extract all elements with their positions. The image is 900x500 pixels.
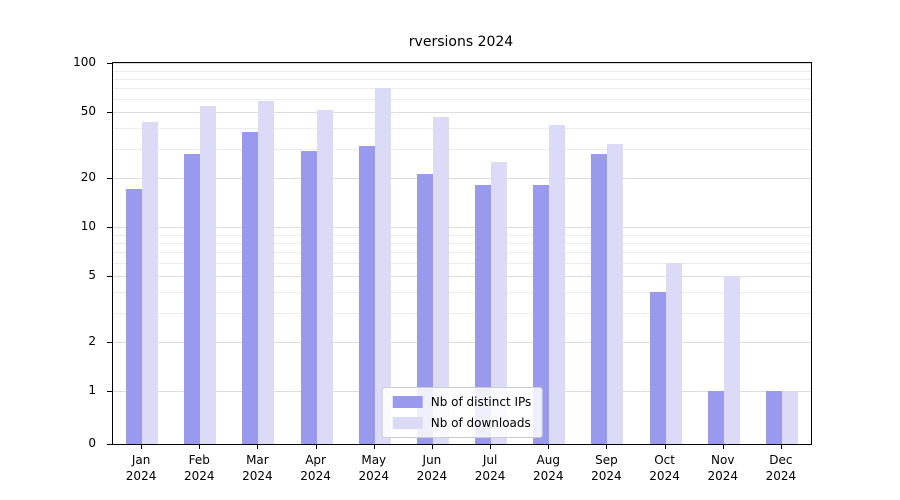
y-tick-mark [107, 177, 112, 179]
legend-swatch-downloads [392, 417, 423, 429]
x-tick-mark [606, 444, 608, 449]
legend-item-distinct-ips: Nb of distinct IPs [392, 395, 532, 409]
y-tick-label: 100 [73, 55, 96, 70]
x-tick-mark [548, 444, 550, 449]
bar-may-series1 [374, 88, 391, 444]
gridline [113, 292, 811, 294]
bar-jan-series0 [126, 189, 143, 444]
gridline [113, 227, 811, 229]
x-tick-label: Jan 2024 [125, 453, 157, 483]
bar-sep-series0 [591, 153, 608, 444]
y-tick-mark [107, 391, 112, 393]
x-tick-label: Dec 2024 [765, 453, 797, 483]
x-tick-mark [141, 444, 143, 449]
x-tick-mark [315, 444, 317, 449]
bar-aug-series1 [549, 124, 566, 444]
gridline [113, 63, 811, 65]
y-tick-mark [107, 341, 112, 343]
bar-nov-series0 [707, 391, 724, 444]
bar-jan-series1 [142, 121, 159, 444]
x-tick-mark [257, 444, 259, 449]
bar-jun-series0 [416, 174, 433, 444]
y-tick-mark [107, 276, 112, 278]
x-tick-label: Feb 2024 [183, 453, 215, 483]
legend-item-downloads: Nb of downloads [392, 416, 532, 430]
bar-apr-series0 [300, 151, 317, 444]
bar-jul-series1 [491, 161, 508, 444]
y-tick-label: 1 [88, 383, 96, 398]
x-tick-mark [780, 444, 782, 449]
gridline [113, 177, 811, 179]
bar-mar-series0 [242, 131, 259, 444]
bar-mar-series1 [258, 100, 275, 444]
gridline [113, 276, 811, 278]
gridline [113, 263, 811, 265]
bar-jul-series0 [475, 185, 492, 444]
y-tick-label: 5 [88, 268, 96, 283]
gridline [113, 252, 811, 254]
x-tick-label: Oct 2024 [649, 453, 680, 483]
y-tick-label: 10 [80, 219, 96, 234]
legend-swatch-distinct-ips [392, 396, 423, 408]
x-tick-label: Apr 2024 [300, 453, 331, 483]
gridline [113, 341, 811, 343]
gridline [113, 112, 811, 114]
bar-aug-series0 [533, 185, 550, 444]
gridline [113, 78, 811, 80]
gridline [113, 242, 811, 244]
plot-area: Nb of distinct IPs Nb of downloads [112, 62, 812, 445]
x-tick-mark [373, 444, 375, 449]
x-tick-label: Mar 2024 [242, 453, 273, 483]
gridline [113, 234, 811, 236]
y-tick-mark [107, 227, 112, 229]
x-tick-mark [722, 444, 724, 449]
gridline [113, 70, 811, 72]
y-tick-mark [107, 112, 112, 114]
x-tick-mark [199, 444, 201, 449]
legend-label-downloads: Nb of downloads [430, 416, 531, 430]
bar-dec-series1 [781, 391, 798, 444]
legend-label-distinct-ips: Nb of distinct IPs [430, 395, 532, 409]
y-tick-mark [107, 444, 112, 445]
bar-oct-series0 [649, 292, 666, 444]
chart-title: rversions 2024 [408, 34, 514, 50]
gridline [113, 312, 811, 314]
bar-nov-series1 [723, 276, 740, 444]
legend: Nb of distinct IPs Nb of downloads [381, 387, 543, 438]
bar-dec-series0 [765, 391, 782, 444]
bar-sep-series1 [607, 144, 624, 444]
x-tick-label: Aug 2024 [532, 453, 564, 483]
gridline [113, 148, 811, 150]
gridline [113, 88, 811, 90]
bar-jun-series1 [432, 116, 449, 444]
x-axis: Jan 2024 Feb 2024 Mar 2024 Apr 2024 May 2024… [112, 444, 810, 494]
bar-feb-series0 [184, 153, 201, 444]
x-tick-mark [490, 444, 492, 449]
gridline [113, 99, 811, 101]
y-axis: 0 1 2 5 10 20 50 100 [0, 55, 112, 450]
bar-feb-series1 [200, 105, 217, 444]
gridline [113, 128, 811, 130]
bar-oct-series1 [665, 263, 682, 444]
x-tick-label: Jun 2024 [416, 453, 448, 483]
y-tick-mark [107, 63, 112, 65]
y-tick-label: 20 [80, 169, 96, 184]
y-tick-label: 2 [88, 333, 96, 348]
bar-apr-series1 [316, 109, 333, 444]
y-tick-label: 50 [80, 104, 96, 119]
x-tick-mark [664, 444, 666, 449]
x-tick-label: Jul 2024 [474, 453, 506, 483]
x-tick-label: May 2024 [358, 453, 390, 483]
y-tick-label: 0 [88, 436, 96, 450]
bar-may-series0 [358, 146, 375, 444]
x-tick-mark [431, 444, 433, 449]
x-tick-label: Sep 2024 [591, 453, 622, 483]
x-tick-label: Nov 2024 [707, 453, 739, 483]
